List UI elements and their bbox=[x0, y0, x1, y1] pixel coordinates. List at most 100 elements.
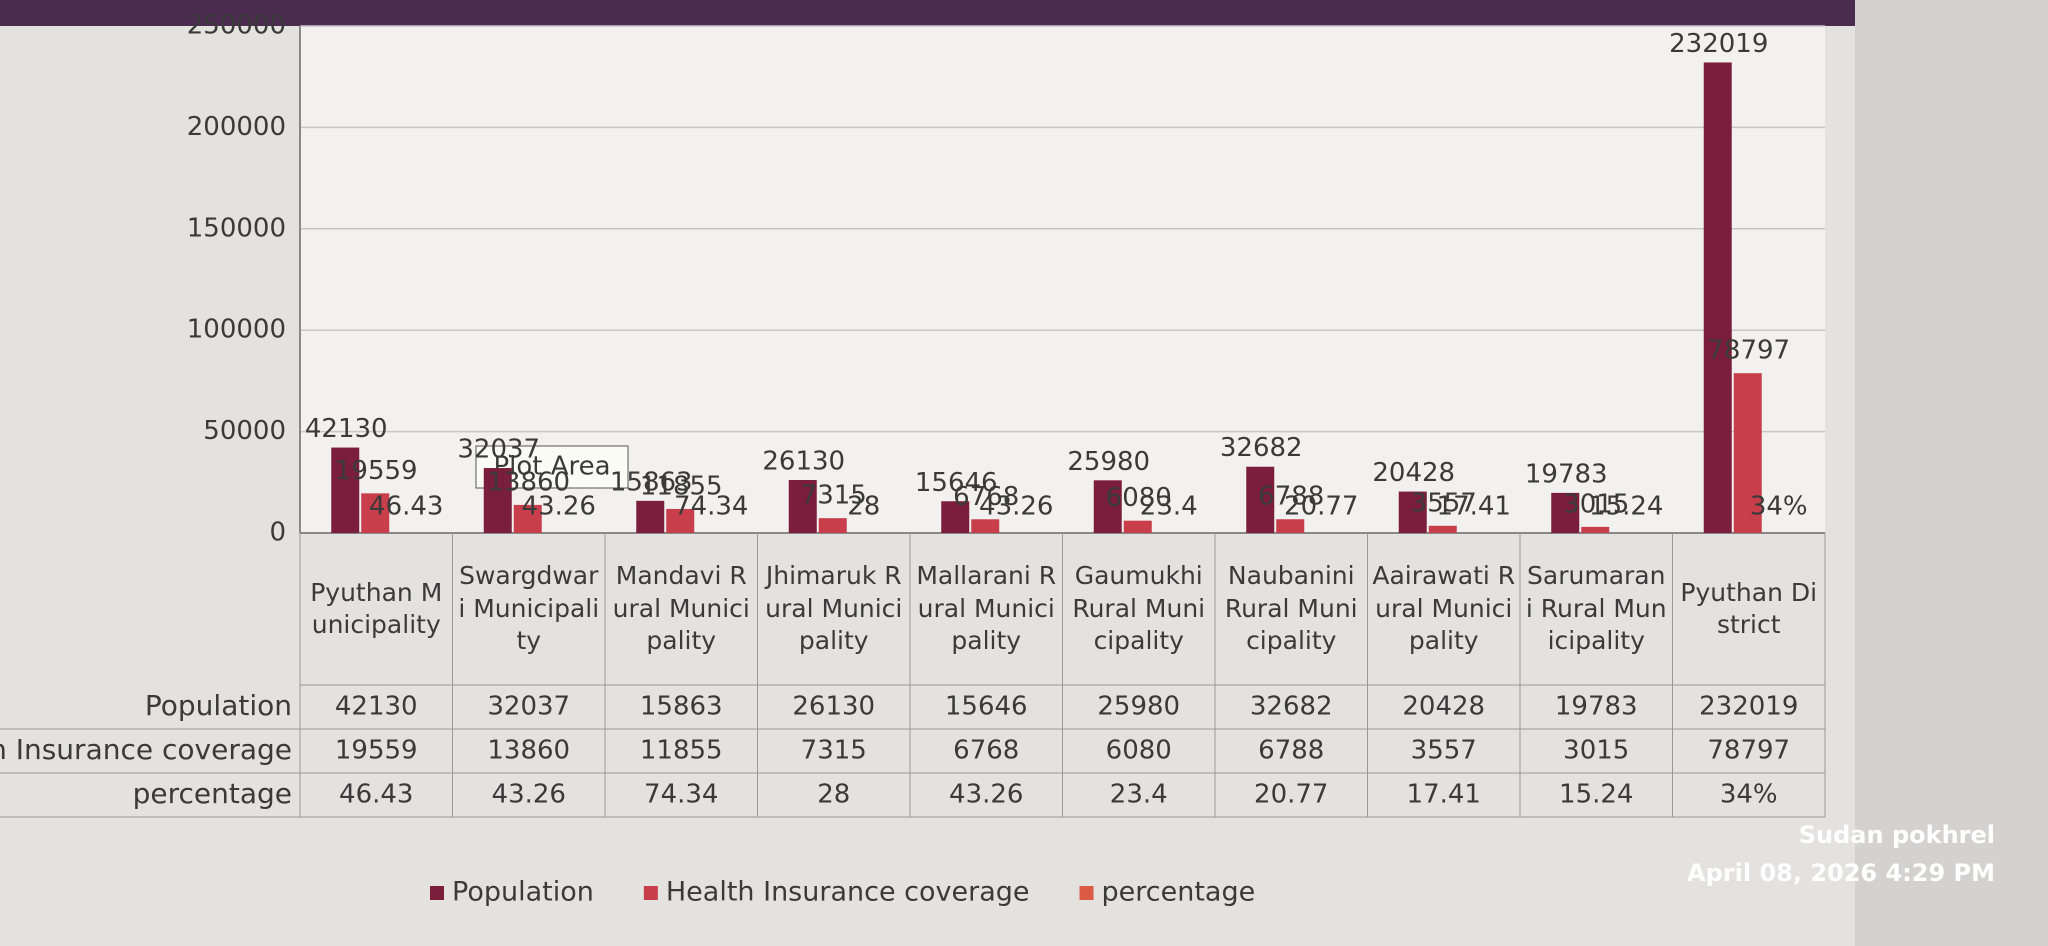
data-label: 3015 bbox=[1563, 489, 1629, 519]
data-label: 34% bbox=[1750, 491, 1808, 521]
data-label: 46.43 bbox=[369, 491, 443, 521]
y-tick-label: 0 bbox=[269, 518, 286, 548]
bar bbox=[1703, 62, 1732, 534]
table-row-header: Health Insurance coverage bbox=[0, 733, 292, 766]
x-category: Jhimaruk Rural Municipality bbox=[765, 561, 903, 656]
table-cell: 28 bbox=[817, 780, 850, 810]
data-label: 6788 bbox=[1258, 482, 1324, 512]
table-cell: 232019 bbox=[1699, 692, 1798, 722]
data-label: 25980 bbox=[1067, 447, 1150, 477]
data-label: 6080 bbox=[1106, 483, 1172, 513]
x-tick-label: Gaumukhi Rural Municipality bbox=[1072, 561, 1206, 656]
table-cell: 19783 bbox=[1555, 692, 1638, 722]
data-label: 20.77 bbox=[1284, 491, 1358, 521]
x-category: Sarumarani Rural Municipality bbox=[1525, 561, 1667, 656]
table-cell: 15863 bbox=[640, 692, 723, 722]
x-category: Pyuthan Municipality bbox=[310, 577, 443, 640]
legend-swatch bbox=[430, 886, 444, 900]
side-panel bbox=[1855, 0, 2048, 946]
y-tick-label: 250000 bbox=[187, 11, 286, 41]
x-tick-label: Mandavi Rural Municipality bbox=[612, 561, 750, 656]
data-label: 43.26 bbox=[979, 491, 1053, 521]
data-label: 20428 bbox=[1372, 458, 1455, 488]
data-label: 74.34 bbox=[674, 491, 748, 521]
bar bbox=[788, 480, 817, 533]
bar bbox=[1123, 520, 1152, 533]
table-cell: 6768 bbox=[953, 736, 1019, 766]
table-cell: 78797 bbox=[1707, 736, 1790, 766]
data-label: 17.41 bbox=[1437, 491, 1511, 521]
x-tick-label: Jhimaruk Rural Municipality bbox=[765, 561, 903, 656]
table-cell: 3015 bbox=[1563, 736, 1629, 766]
bar bbox=[1428, 525, 1457, 533]
table-row-header: percentage bbox=[133, 777, 292, 810]
table-cell: 74.34 bbox=[644, 780, 718, 810]
x-category: Pyuthan District bbox=[1680, 578, 1817, 640]
table-cell: 46.43 bbox=[339, 780, 413, 810]
bar bbox=[666, 508, 695, 533]
table-cell: 23.4 bbox=[1110, 780, 1168, 810]
bar bbox=[636, 500, 665, 533]
bar bbox=[818, 518, 847, 533]
data-label: 28 bbox=[847, 491, 880, 521]
bar bbox=[1551, 492, 1580, 533]
data-label: 19559 bbox=[335, 456, 418, 486]
legend-label: percentage bbox=[1102, 877, 1256, 908]
table-cell: 15.24 bbox=[1559, 780, 1633, 810]
table-cell: 25980 bbox=[1097, 692, 1180, 722]
data-label: 15.24 bbox=[1589, 491, 1663, 521]
table-cell: 42130 bbox=[335, 692, 418, 722]
bar bbox=[1398, 491, 1427, 533]
table-cell: 13860 bbox=[487, 736, 570, 766]
bar bbox=[1581, 526, 1610, 533]
data-label: 32682 bbox=[1220, 433, 1303, 463]
data-label: 13860 bbox=[487, 467, 570, 497]
table-cell: 43.26 bbox=[949, 780, 1023, 810]
bar bbox=[971, 519, 1000, 533]
y-tick-label: 50000 bbox=[203, 416, 286, 446]
data-label: 3557 bbox=[1411, 488, 1477, 518]
table-cell: 15646 bbox=[945, 692, 1028, 722]
y-tick-label: 200000 bbox=[187, 112, 286, 142]
bar bbox=[1276, 519, 1305, 533]
table-cell: 11855 bbox=[640, 736, 723, 766]
bar bbox=[361, 493, 390, 533]
y-tick-label: 150000 bbox=[187, 213, 286, 243]
x-category: Aairawati Rural Municipality bbox=[1372, 561, 1516, 656]
x-tick-label: Naubanini Rural Municipality bbox=[1224, 561, 1358, 656]
data-label: 32037 bbox=[457, 435, 540, 465]
bar bbox=[1093, 480, 1122, 533]
bar bbox=[941, 501, 970, 533]
legend-swatch bbox=[643, 886, 658, 900]
data-label: 232019 bbox=[1669, 29, 1768, 59]
table-cell: 20428 bbox=[1402, 692, 1485, 722]
table-cell: 26130 bbox=[792, 692, 875, 722]
bar bbox=[483, 468, 512, 533]
table-row-header: Population bbox=[145, 689, 292, 722]
data-label: 43.26 bbox=[522, 491, 596, 521]
bar bbox=[1246, 466, 1275, 533]
data-label: 19783 bbox=[1525, 459, 1608, 489]
data-label: 23.4 bbox=[1140, 491, 1198, 521]
data-label: 11855 bbox=[640, 471, 723, 501]
x-tick-label: Aairawati Rural Municipality bbox=[1372, 561, 1516, 656]
table-cell: 17.41 bbox=[1407, 780, 1481, 810]
table-cell: 7315 bbox=[801, 736, 867, 766]
x-tick-label: Mallarani Rural Municipality bbox=[916, 561, 1057, 656]
data-label: 15646 bbox=[915, 468, 998, 498]
tooltip-text: Plot Area bbox=[493, 452, 610, 482]
x-tick-label: Pyuthan Municipality bbox=[310, 577, 443, 640]
x-category: Mandavi Rural Municipality bbox=[612, 561, 750, 656]
x-tick-label: Sarumarani Rural Municipality bbox=[1525, 561, 1667, 656]
table-cell: 6788 bbox=[1258, 736, 1324, 766]
table-cell: 6080 bbox=[1106, 736, 1172, 766]
data-label: 6768 bbox=[953, 482, 1019, 512]
bar bbox=[513, 504, 542, 533]
legend-label: Health Insurance coverage bbox=[666, 877, 1030, 908]
data-label: 78797 bbox=[1707, 336, 1790, 366]
bar bbox=[1733, 373, 1762, 533]
watermark-time: April 08, 2026 4:29 PM bbox=[1687, 859, 1995, 887]
x-tick-label: Swargdwari Municipality bbox=[458, 561, 600, 656]
